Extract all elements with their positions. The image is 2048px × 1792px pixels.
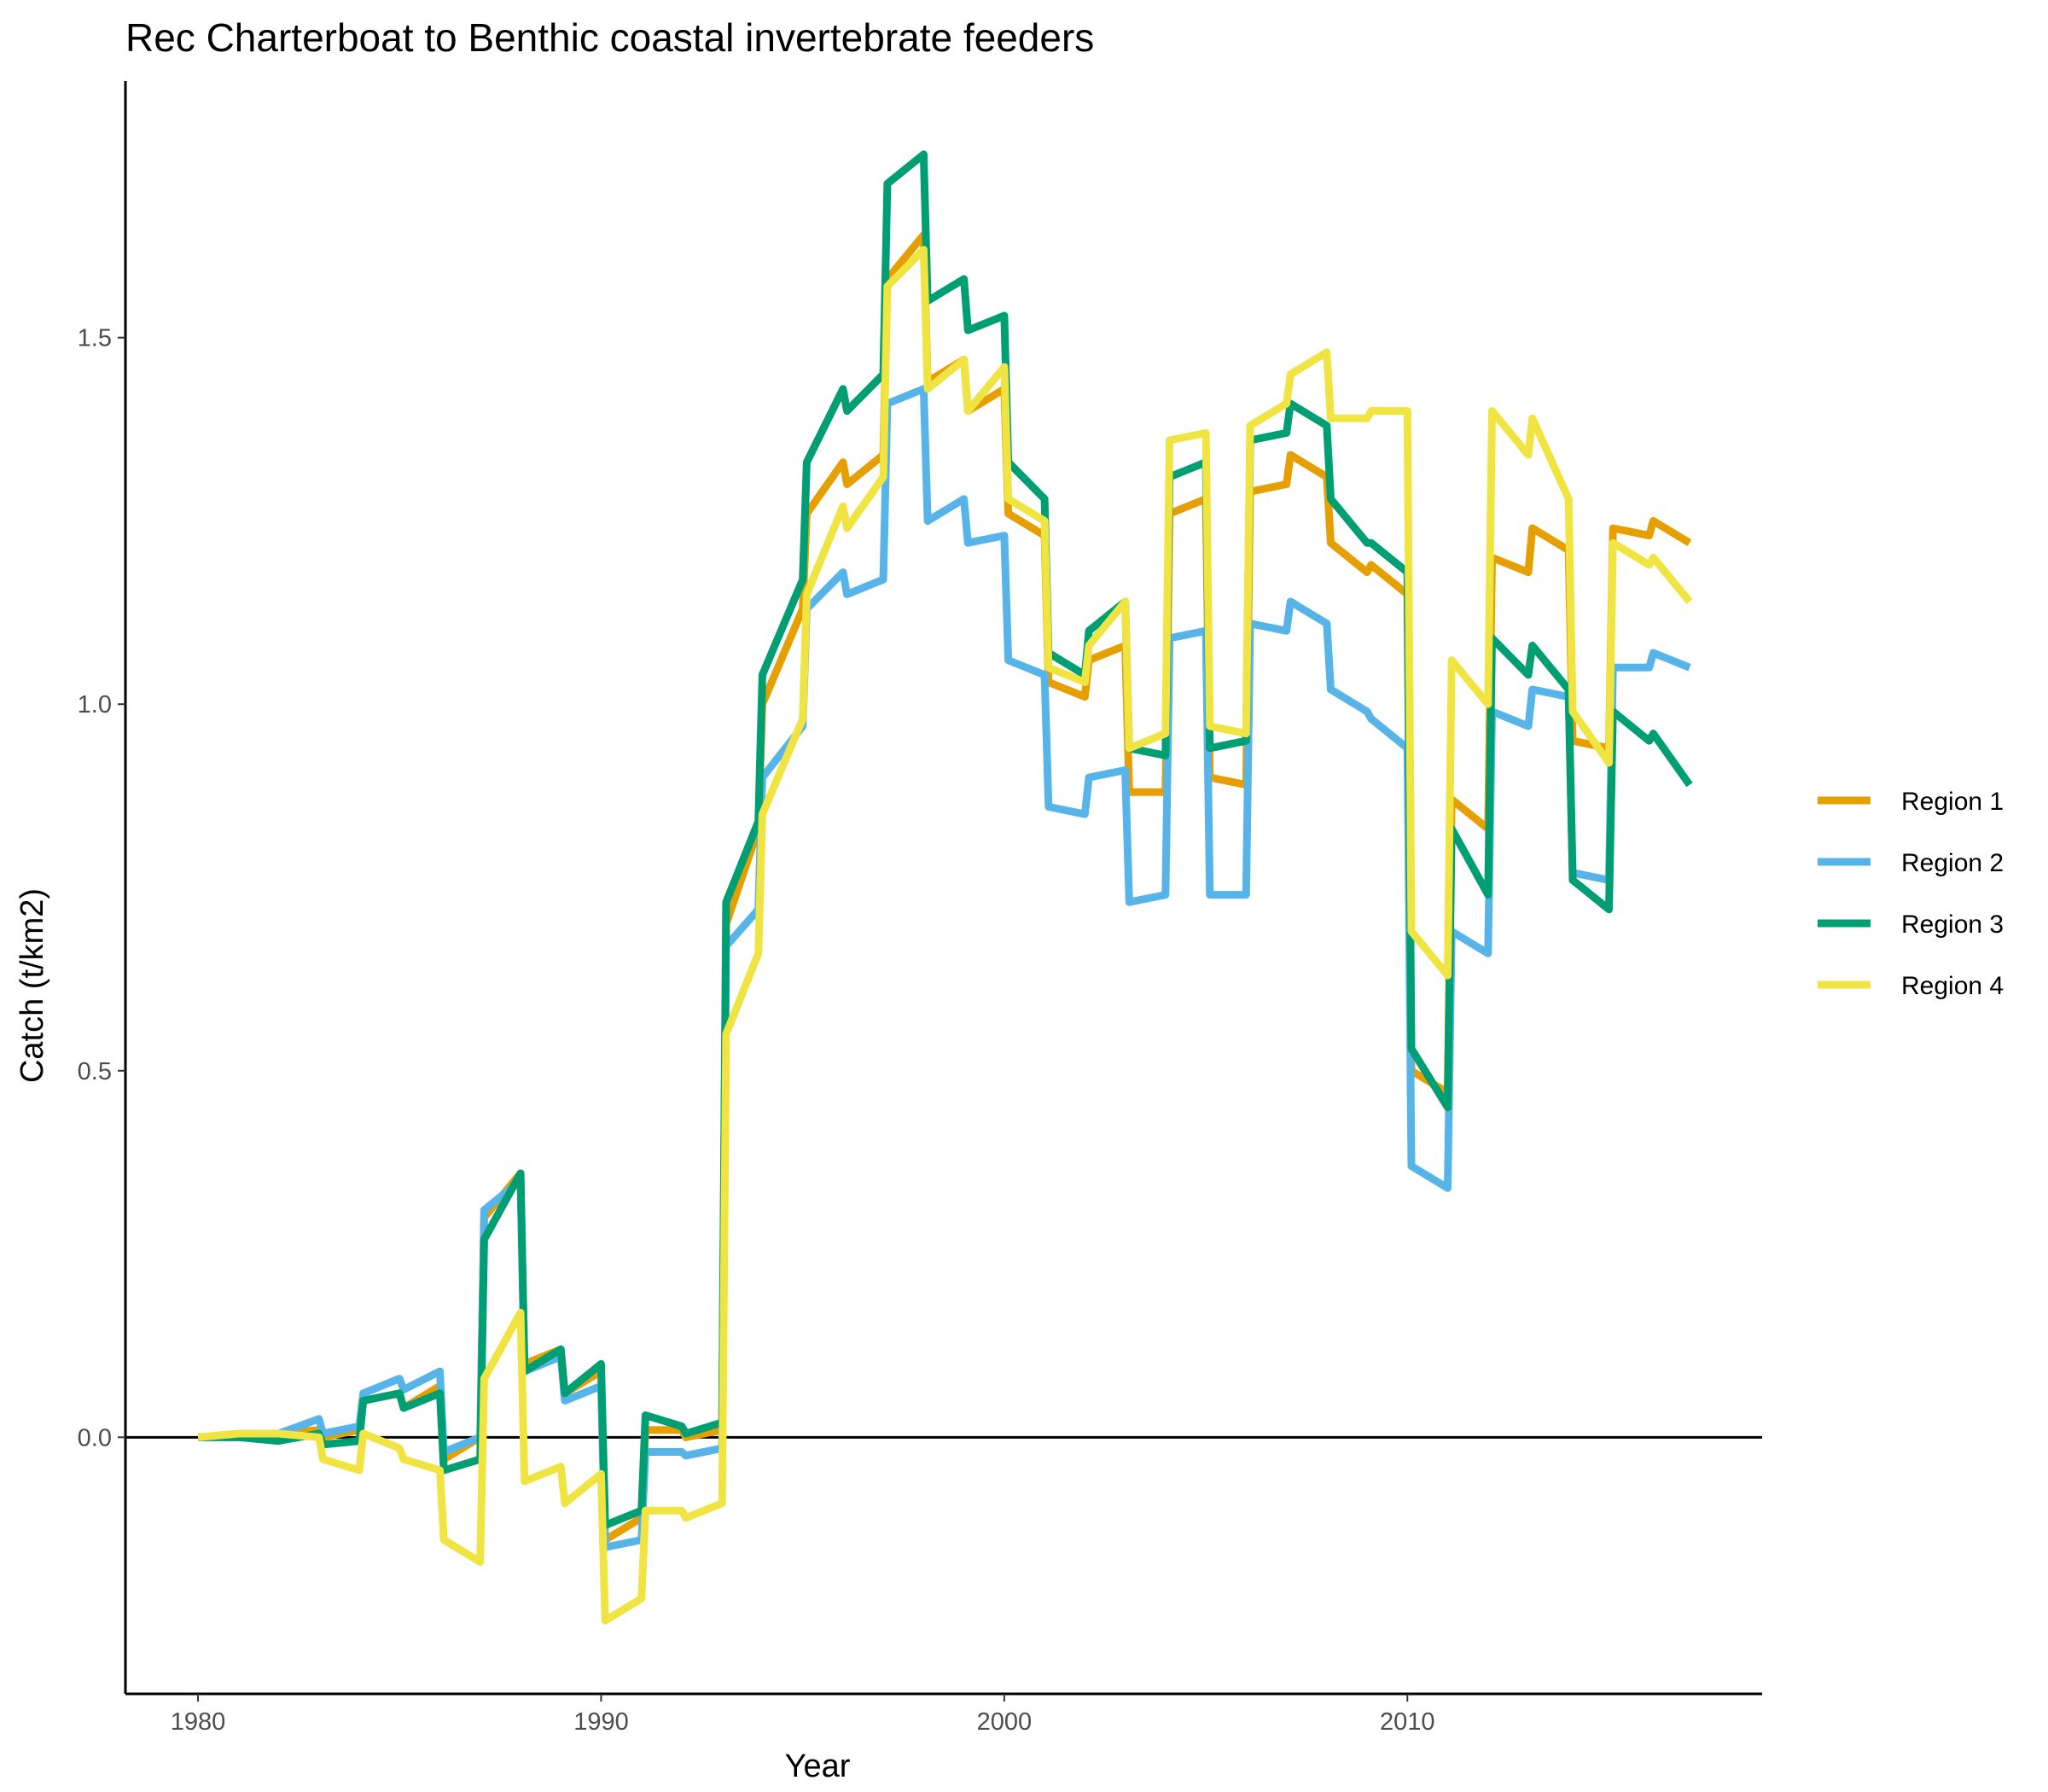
series-layer <box>197 150 1693 1625</box>
legend-label-region-3: Region 3 <box>1901 911 2004 939</box>
y-axis-title: Catch (t/km2) <box>15 888 50 1083</box>
legend-label-region-4: Region 4 <box>1901 972 2004 1000</box>
legend-label-region-1: Region 1 <box>1901 788 2004 816</box>
legend: Region 1 Region 2 Region 3 Region 4 <box>1818 788 2004 1000</box>
series-line-region-1 <box>198 230 1692 1545</box>
x-tick-label: 2000 <box>977 1708 1033 1736</box>
y-tick-label: 0.5 <box>78 1058 112 1085</box>
x-tick-label: 1990 <box>573 1708 629 1736</box>
y-tick-label: 1.5 <box>78 325 112 352</box>
axes-layer <box>124 81 1762 1696</box>
legend-label-region-2: Region 2 <box>1901 849 2004 877</box>
chart-title: Rec Charterboat to Benthic coastal inver… <box>125 15 1094 60</box>
y-tick-label: 0.0 <box>78 1424 112 1452</box>
x-axis-title: Year <box>785 1748 851 1784</box>
x-tick-label: 1980 <box>171 1708 226 1736</box>
x-tick-label: 2010 <box>1380 1708 1435 1736</box>
series-line-region-3 <box>198 150 1693 1529</box>
series-line-region-4 <box>197 246 1693 1625</box>
series-line-region-2 <box>198 385 1691 1551</box>
y-tick-label: 1.0 <box>78 691 112 719</box>
ticks-layer: 0.0 0.5 1.0 1.5 1980 1990 2000 2010 <box>78 325 1435 1736</box>
